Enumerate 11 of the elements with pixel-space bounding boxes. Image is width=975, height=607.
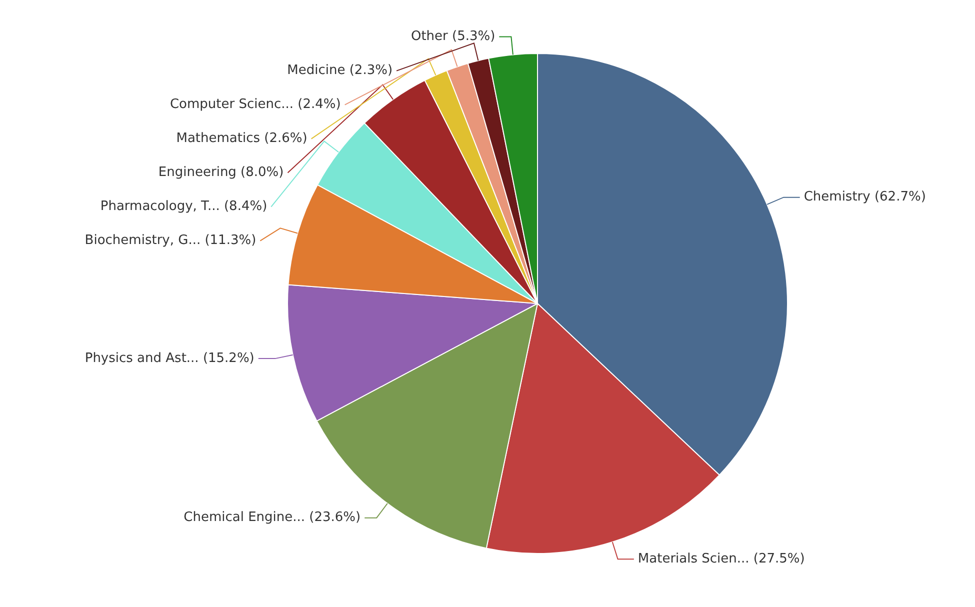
slice-label: Biochemistry, G... (11.3%): [84, 233, 256, 248]
slice-label: Pharmacology, T... (8.4%): [100, 199, 268, 214]
slice-label: Chemistry (62.7%): [804, 190, 926, 205]
slice-label: Materials Scien... (27.5%): [638, 552, 805, 567]
slice-label: Engineering (8.0%): [158, 165, 284, 180]
slice-label: Physics and Ast... (15.2%): [84, 350, 254, 366]
slice-label: Chemical Engine... (23.6%): [184, 510, 361, 526]
slice-label: Medicine (2.3%): [287, 63, 393, 78]
slice-label: Mathematics (2.6%): [176, 131, 308, 146]
slice-label: Other (5.3%): [410, 29, 496, 44]
slice-label: Computer Scienc... (2.4%): [170, 97, 341, 112]
